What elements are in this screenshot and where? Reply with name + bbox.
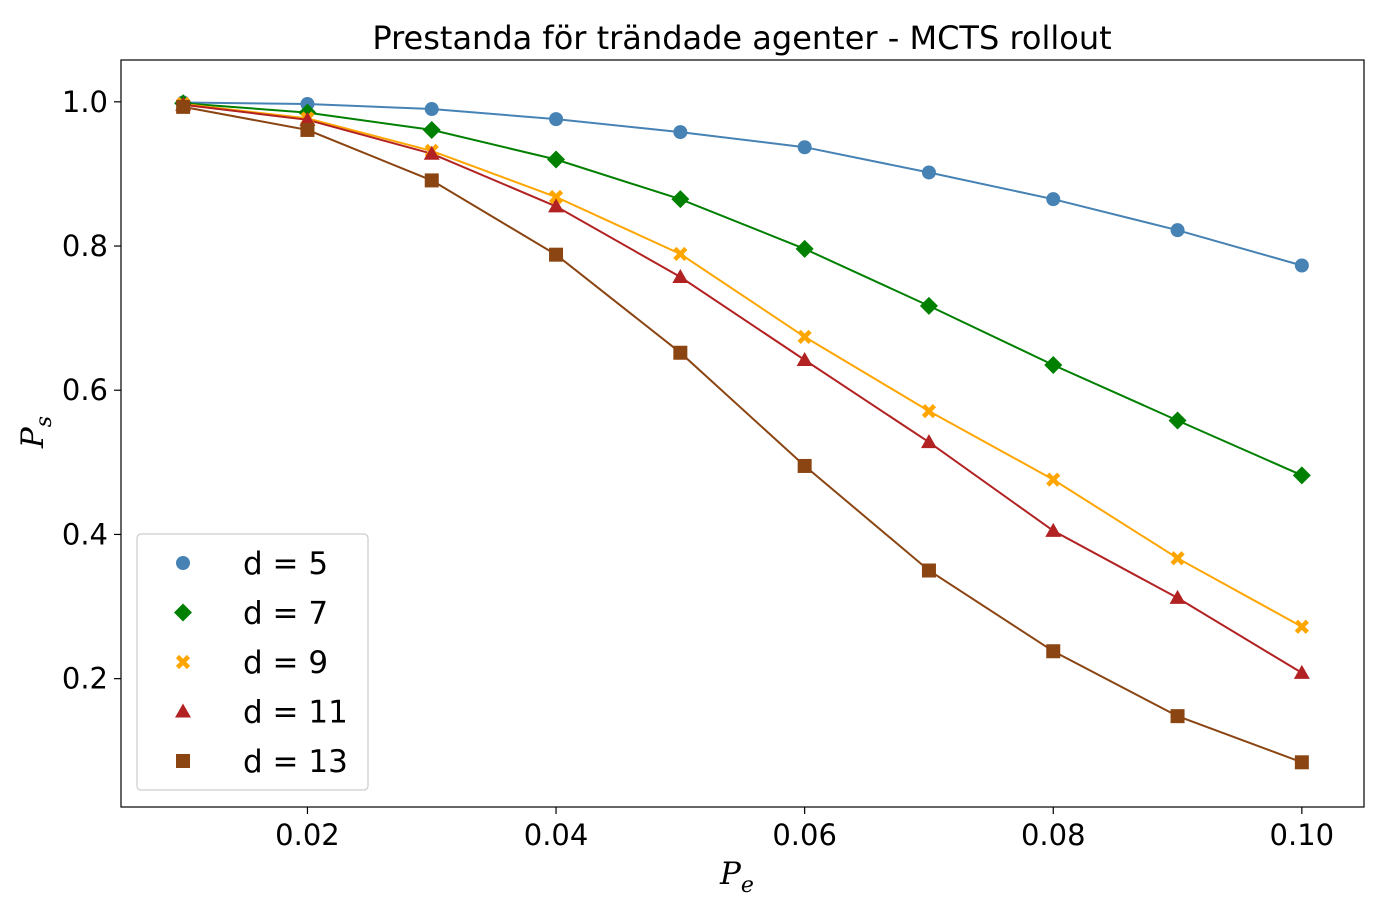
x-axis-label-base: P: [719, 856, 742, 892]
y-axis: 0.2 0.4 0.6 0.8 1.0: [62, 85, 121, 696]
plot-lines: [183, 101, 1303, 764]
data-point-d-13: [1170, 709, 1185, 724]
data-point-d-9: [548, 189, 564, 205]
x-axis: 0.02 0.04 0.06 0.08 0.10: [275, 807, 1334, 852]
data-point-d-11: [796, 351, 813, 366]
data-point-d-7: [1292, 466, 1311, 485]
y-axis-label-subscript: s: [32, 416, 57, 427]
legend-label-d-5: d = 5: [243, 546, 328, 582]
series-line-d-5: [183, 101, 1303, 267]
x-axis-label: Pe: [719, 856, 754, 898]
data-point-d-13: [176, 99, 191, 114]
x-tick-label: 0.08: [1021, 818, 1086, 852]
series-line-d-9: [183, 103, 1303, 628]
legend-label-d-7: d = 7: [243, 596, 328, 632]
legend: d = 5 d = 7 d = 9 d = 11 d = 13: [136, 533, 369, 791]
data-point-d-5: [424, 102, 439, 117]
data-point-d-13: [921, 563, 936, 578]
data-point-d-9: [673, 246, 688, 262]
legend-label-d-9: d = 9: [243, 645, 328, 681]
data-point-d-5: [1170, 223, 1185, 238]
data-point-d-11: [1169, 589, 1186, 604]
x-tick-label: 0.06: [772, 818, 837, 852]
y-axis-label-group: Ps: [15, 416, 57, 449]
data-point-d-7: [795, 239, 814, 258]
x-tick-label: 0.10: [1270, 818, 1335, 852]
legend-label-d-11: d = 11: [243, 695, 348, 731]
y-tick-label: 1.0: [62, 85, 108, 119]
legend-marker-d-7: [174, 603, 192, 622]
data-point-d-5: [673, 125, 688, 140]
y-tick-label: 0.6: [62, 373, 108, 407]
x-axis-label-subscript: e: [741, 873, 754, 898]
x-tick-label: 0.02: [275, 818, 340, 852]
legend-box: [136, 533, 369, 791]
plot-markers: [174, 94, 1311, 770]
data-point-d-9: [1170, 551, 1185, 566]
data-point-d-13: [1046, 644, 1061, 659]
y-axis-label: Ps: [15, 416, 57, 449]
data-point-d-13: [300, 122, 315, 137]
data-point-d-5: [797, 140, 812, 155]
x-tick-label: 0.04: [524, 818, 589, 852]
y-tick-label: 0.4: [62, 517, 108, 551]
data-point-d-9: [1046, 472, 1061, 487]
data-point-d-11: [1045, 522, 1062, 537]
data-point-d-11: [423, 145, 440, 160]
y-tick-label: 0.8: [62, 229, 108, 263]
legend-marker-d-11: [175, 703, 191, 718]
chart-title: Prestanda för trändade agenter - MCTS ro…: [372, 19, 1111, 57]
data-point-d-11: [1293, 664, 1310, 679]
data-point-d-11: [548, 198, 565, 213]
legend-marker-d-5: [176, 556, 190, 570]
data-point-d-11: [920, 434, 937, 449]
data-point-d-7: [919, 296, 938, 315]
data-point-d-9: [921, 404, 937, 419]
data-point-d-13: [1294, 755, 1309, 770]
data-point-d-13: [797, 458, 812, 473]
data-point-d-9: [797, 329, 812, 344]
data-point-d-13: [424, 173, 439, 188]
data-point-d-5: [921, 165, 936, 180]
y-tick-label: 0.2: [62, 662, 108, 696]
data-point-d-7: [1168, 411, 1187, 430]
legend-label-d-13: d = 13: [243, 744, 348, 780]
legend-marker-d-9: [175, 654, 191, 670]
plot-frame: [120, 59, 1365, 808]
data-point-d-5: [1046, 192, 1061, 207]
data-point-d-5: [1294, 258, 1309, 273]
data-point-d-7: [547, 150, 566, 169]
data-point-d-11: [672, 269, 689, 284]
series-line-d-7: [183, 102, 1303, 477]
data-point-d-5: [549, 112, 564, 127]
data-point-d-7: [1044, 356, 1063, 375]
data-point-d-9: [1294, 619, 1309, 634]
series-line-d-13: [183, 105, 1303, 764]
data-point-d-13: [549, 247, 564, 262]
series-line-d-11: [183, 103, 1303, 674]
y-axis-label-base: P: [15, 426, 51, 449]
data-point-d-7: [671, 190, 690, 209]
data-point-d-13: [673, 345, 688, 360]
legend-marker-d-13: [176, 754, 190, 768]
data-point-d-7: [422, 120, 441, 139]
data-point-d-11: [299, 111, 316, 126]
